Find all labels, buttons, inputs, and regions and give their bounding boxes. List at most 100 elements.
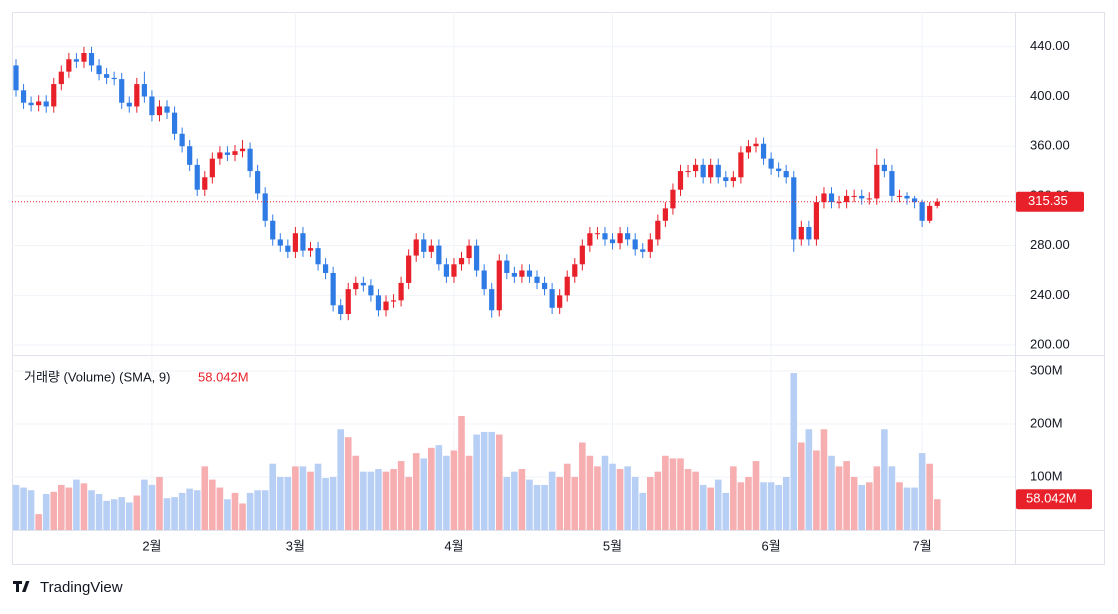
volume-bar [813,450,820,530]
candle-body [96,65,102,75]
candle-body [13,65,19,91]
volume-bar [933,499,941,530]
volume-bar [171,497,178,530]
volume-bar [239,503,246,530]
candle-body [398,282,404,301]
candle-body [504,260,510,273]
candle-body [353,282,359,290]
volume-bar [193,490,201,530]
candle-body [66,59,72,72]
candle-body [851,195,857,197]
volume-bar [12,484,20,530]
volume-bar [209,479,216,530]
volume-bar [133,495,141,530]
volume-bar [443,455,450,530]
candle-body [421,239,427,252]
volume-bar [35,514,42,530]
candle-body [549,289,555,308]
volume-bar [58,484,65,530]
volume-bar [548,471,556,530]
volume-bar [850,476,858,530]
volume-bar [873,466,881,530]
candle-body [466,245,472,259]
volume-bar [820,429,828,530]
candle-body [715,164,721,178]
candle-body [889,171,895,196]
volume-bar [360,471,367,530]
candle-body [104,74,110,78]
volume-bar [752,461,760,530]
volume-bar [420,458,428,530]
volume-tick-label: 100M [1030,468,1063,483]
volume-bar [926,463,933,530]
volume-bar [556,476,563,530]
candle-body [655,220,661,240]
candles [12,46,1015,321]
volume-bar [125,502,133,530]
candle-body [911,198,918,203]
candle-body [859,195,865,199]
volume-tick-label: 200M [1030,415,1063,430]
volume-bar [518,469,526,530]
volume-bar [571,476,579,530]
candle-body [164,106,170,113]
volume-bar [624,466,631,530]
candle-body [625,233,631,240]
candle-body [141,84,147,97]
candle-body [670,189,676,209]
volume-bar [692,471,699,530]
volume-bar [284,476,292,530]
candle-body [511,272,517,277]
candle-body [677,171,684,190]
volume-bar [616,469,624,530]
candle-body [307,248,314,251]
candle-body [232,151,238,155]
candle-body [187,146,193,165]
volume-bar [918,453,926,530]
volume-bar [586,455,594,530]
candle-body [662,208,668,221]
volume-bar [881,429,888,530]
last-price-tag [1016,191,1084,212]
candle-body [179,133,185,147]
grid [12,12,1015,530]
candle-body [776,168,782,172]
volume-bar [276,476,284,530]
candle-body [43,101,49,107]
volume-bar [669,458,677,530]
volume-bar [322,478,329,530]
volume-bar [533,484,541,530]
candle-body [406,255,412,283]
y-tick-label: 200.00 [1030,336,1070,351]
volume-bar [843,461,850,530]
candle-body [602,233,608,240]
candle-body [844,195,850,203]
volume-bar [118,497,126,530]
candle-body [451,264,457,277]
candle-body [557,295,563,308]
candle-body [436,245,442,265]
volume-legend-value: 58.042M [198,369,249,384]
candle-body [564,276,570,296]
volume-bar [382,471,390,530]
volume-bar [488,431,496,530]
candle-body [760,143,767,159]
candle-body [813,202,820,240]
volume-bar [178,492,186,530]
candle-body [111,77,117,80]
volume-bar [246,492,254,530]
volume-bar [677,458,684,530]
candle-body [579,245,585,265]
volume-bar [699,484,707,530]
candle-body [594,233,601,235]
volume-bar [254,490,261,530]
candle-body [209,158,215,178]
volume-bar [73,479,80,530]
candle-body [730,177,736,182]
volume-bar [65,487,73,530]
volume-bar [103,500,110,530]
candle-body [632,239,638,250]
volume-bar [216,487,224,530]
volume-bar [903,487,911,530]
